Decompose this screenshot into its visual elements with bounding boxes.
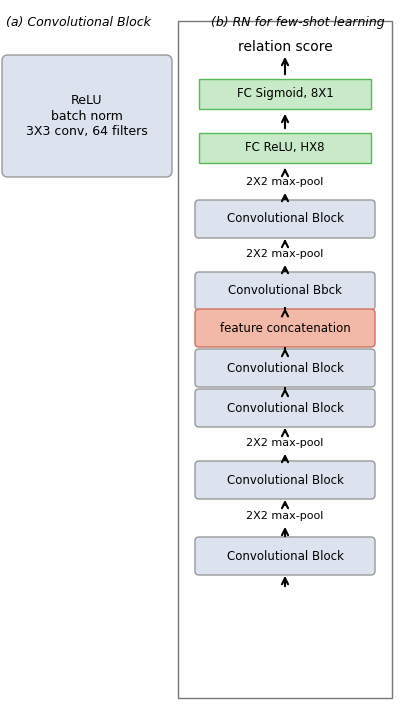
- FancyBboxPatch shape: [195, 389, 375, 427]
- Text: relation score: relation score: [238, 40, 332, 54]
- FancyBboxPatch shape: [199, 79, 371, 109]
- FancyBboxPatch shape: [199, 133, 371, 163]
- Text: FC Sigmoid, 8X1: FC Sigmoid, 8X1: [237, 87, 333, 100]
- Text: feature concatenation: feature concatenation: [220, 321, 350, 334]
- Text: (b) RN for few-shot learning: (b) RN for few-shot learning: [211, 16, 385, 29]
- Text: 2X2 max-pool: 2X2 max-pool: [246, 249, 324, 259]
- Text: Convolutional Block: Convolutional Block: [226, 402, 344, 415]
- FancyBboxPatch shape: [178, 21, 392, 698]
- FancyBboxPatch shape: [195, 200, 375, 238]
- Text: Convolutional Bbck: Convolutional Bbck: [228, 284, 342, 298]
- Text: Convolutional Block: Convolutional Block: [226, 362, 344, 374]
- Text: Convolutional Block: Convolutional Block: [226, 549, 344, 563]
- FancyBboxPatch shape: [195, 461, 375, 499]
- FancyBboxPatch shape: [195, 309, 375, 347]
- FancyBboxPatch shape: [195, 537, 375, 575]
- Text: (a) Convolutional Block: (a) Convolutional Block: [6, 16, 150, 29]
- FancyBboxPatch shape: [195, 349, 375, 387]
- Text: 2X2 max-pool: 2X2 max-pool: [246, 438, 324, 448]
- Text: FC ReLU, HX8: FC ReLU, HX8: [245, 142, 325, 155]
- FancyBboxPatch shape: [2, 55, 172, 177]
- Text: ReLU
batch norm
3X3 conv, 64 filters: ReLU batch norm 3X3 conv, 64 filters: [26, 95, 148, 137]
- Text: 2X2 max-pool: 2X2 max-pool: [246, 511, 324, 521]
- Text: Convolutional Block: Convolutional Block: [226, 213, 344, 226]
- Text: Convolutional Block: Convolutional Block: [226, 473, 344, 486]
- FancyBboxPatch shape: [195, 272, 375, 310]
- Text: 2X2 max-pool: 2X2 max-pool: [246, 177, 324, 187]
